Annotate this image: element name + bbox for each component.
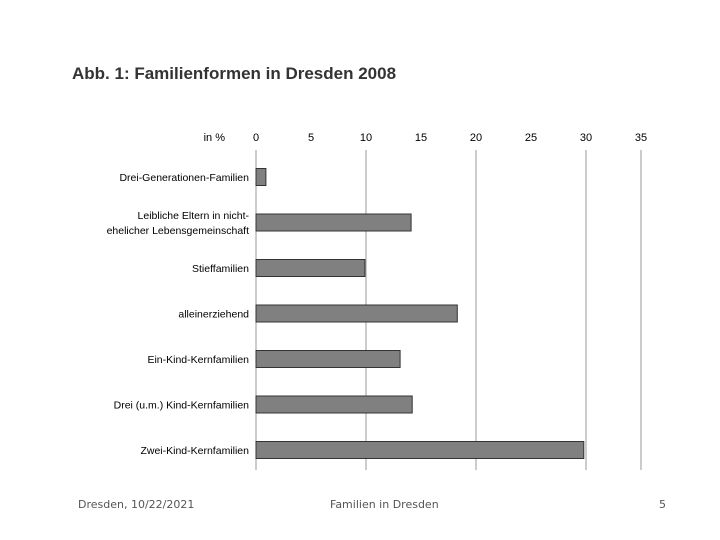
tick-label: 30 [580,132,592,144]
category-label: Leibliche Eltern in nicht- [138,210,250,222]
bars [255,168,585,459]
category-label: ehelicher Lebensgemeinschaft [107,225,250,237]
category-label: Stieffamilien [192,263,249,275]
category-label: Zwei-Kind-Kernfamilien [140,445,249,457]
tick-label: 0 [253,132,259,144]
bar [255,395,413,414]
x-axis: 0 5 10 15 20 25 30 35 in % [204,132,648,144]
slide-title: Abb. 1: Familienformen in Dresden 2008 [72,64,397,83]
bar [255,168,267,186]
tick-label: 5 [308,132,314,144]
tick-label: 10 [360,132,372,144]
bar [255,259,366,277]
tick-label: 15 [415,132,427,144]
category-label: Ein-Kind-Kernfamilien [147,354,249,366]
category-label: alleinerziehend [178,309,249,321]
category-label: Drei (u.m.) Kind-Kernfamilien [114,400,250,412]
bar [255,350,401,368]
bar [255,304,458,323]
bar [255,441,585,459]
bar [255,213,412,232]
category-labels: Drei-Generationen-Familien Leibliche Elte… [107,172,250,457]
footer-date: Dresden, 10/22/2021 [78,498,195,511]
page-number: 5 [659,498,666,511]
tick-label: 35 [635,132,647,144]
tick-label: 25 [525,132,537,144]
tick-label: 20 [470,132,482,144]
category-label: Drei-Generationen-Familien [119,172,249,184]
axis-unit-label: in % [204,132,226,144]
footer-title: Familien in Dresden [330,498,439,511]
